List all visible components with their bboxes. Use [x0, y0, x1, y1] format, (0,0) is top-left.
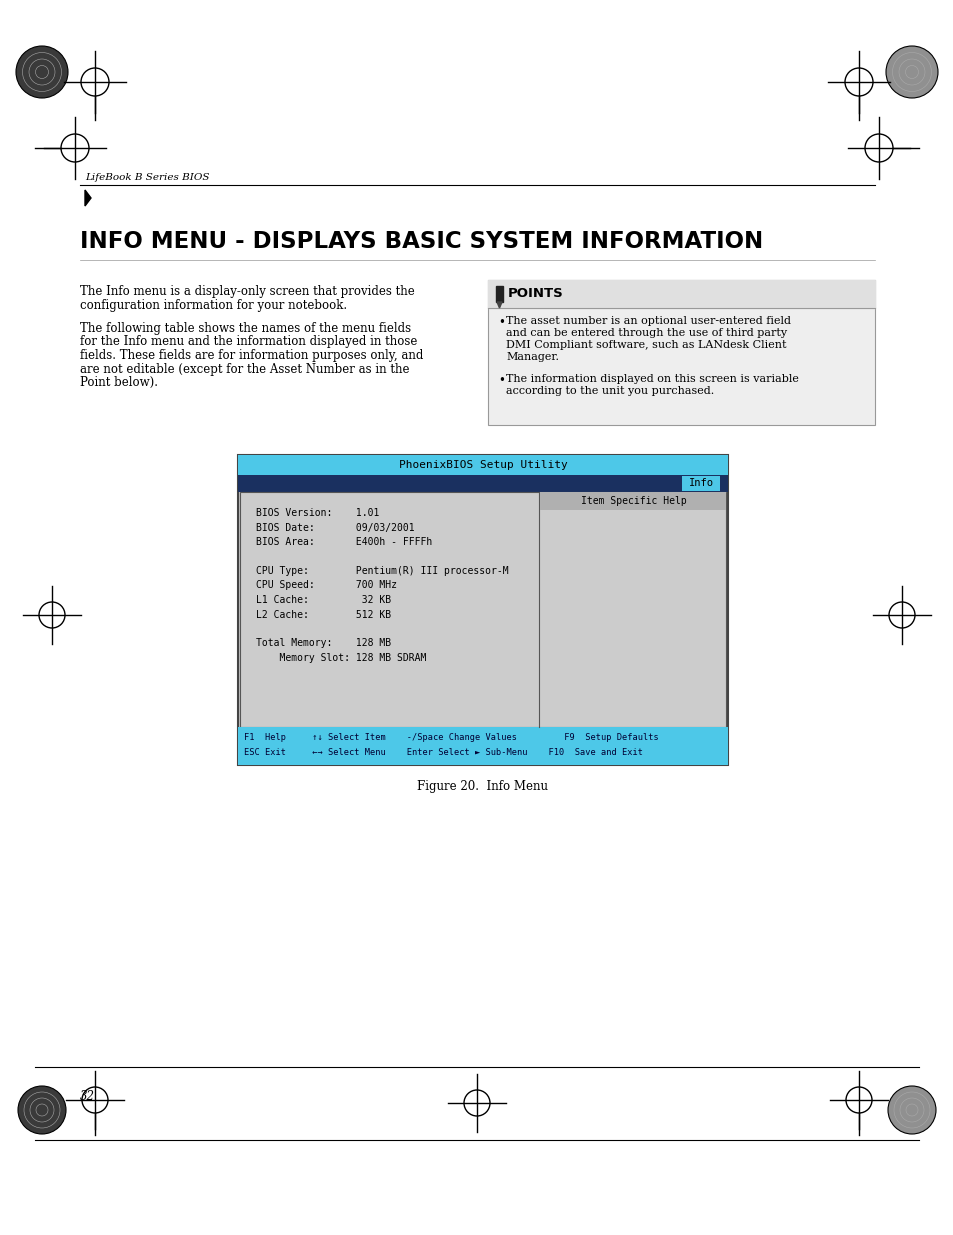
- Bar: [237, 475, 727, 492]
- Text: and can be entered through the use of third party: and can be entered through the use of th…: [505, 329, 786, 338]
- Polygon shape: [488, 280, 874, 308]
- Text: POINTS: POINTS: [507, 287, 563, 300]
- Text: LifeBook B Series BIOS: LifeBook B Series BIOS: [85, 173, 210, 182]
- Circle shape: [16, 46, 68, 98]
- Text: •: •: [497, 316, 504, 329]
- Text: fields. These fields are for information purposes only, and: fields. These fields are for information…: [80, 350, 423, 362]
- Bar: [681, 475, 720, 492]
- Circle shape: [18, 1086, 66, 1134]
- Text: Memory Slot: 128 MB SDRAM: Memory Slot: 128 MB SDRAM: [255, 653, 426, 663]
- Text: L1 Cache:         32 KB: L1 Cache: 32 KB: [255, 595, 391, 605]
- Text: 32: 32: [80, 1091, 95, 1103]
- Text: according to the unit you purchased.: according to the unit you purchased.: [505, 387, 714, 396]
- Text: F1  Help     ↑↓ Select Item    -/Space Change Values         F9  Setup Defaults: F1 Help ↑↓ Select Item -/Space Change Va…: [244, 734, 659, 742]
- Text: The following table shows the names of the menu fields: The following table shows the names of t…: [80, 322, 411, 335]
- Text: PhoenixBIOS Setup Utility: PhoenixBIOS Setup Utility: [398, 459, 567, 471]
- Bar: [237, 727, 727, 764]
- Text: INFO MENU - DISPLAYS BASIC SYSTEM INFORMATION: INFO MENU - DISPLAYS BASIC SYSTEM INFORM…: [80, 230, 762, 253]
- Polygon shape: [85, 190, 91, 206]
- Text: ESC Exit     ←→ Select Menu    Enter Select ► Sub-Menu    F10  Save and Exit: ESC Exit ←→ Select Menu Enter Select ► S…: [244, 748, 642, 757]
- Bar: [237, 454, 727, 475]
- Text: Manager.: Manager.: [505, 352, 558, 362]
- Text: Item Specific Help: Item Specific Help: [580, 496, 685, 506]
- Bar: [237, 454, 727, 764]
- Polygon shape: [497, 303, 501, 308]
- Text: for the Info menu and the information displayed in those: for the Info menu and the information di…: [80, 336, 417, 348]
- Text: L2 Cache:        512 KB: L2 Cache: 512 KB: [255, 610, 391, 620]
- Text: The information displayed on this screen is variable: The information displayed on this screen…: [505, 374, 798, 384]
- Circle shape: [885, 46, 937, 98]
- Text: Point below).: Point below).: [80, 375, 158, 389]
- Text: BIOS Area:       E400h - FFFFh: BIOS Area: E400h - FFFFh: [255, 537, 432, 547]
- Circle shape: [887, 1086, 935, 1134]
- Text: DMI Compliant software, such as LANdesk Client: DMI Compliant software, such as LANdesk …: [505, 340, 785, 350]
- Text: Info: Info: [688, 478, 713, 489]
- Text: Total Memory:    128 MB: Total Memory: 128 MB: [255, 638, 391, 648]
- Text: The asset number is an optional user-entered field: The asset number is an optional user-ent…: [505, 316, 790, 326]
- Text: CPU Type:        Pentium(R) III processor-M: CPU Type: Pentium(R) III processor-M: [255, 566, 508, 576]
- Text: BIOS Version:    1.01: BIOS Version: 1.01: [255, 508, 379, 517]
- Polygon shape: [496, 287, 502, 303]
- Text: Figure 20.  Info Menu: Figure 20. Info Menu: [417, 781, 548, 793]
- Text: configuration information for your notebook.: configuration information for your noteb…: [80, 299, 347, 311]
- Bar: [240, 492, 725, 727]
- FancyBboxPatch shape: [488, 280, 874, 425]
- Text: The Info menu is a display-only screen that provides the: The Info menu is a display-only screen t…: [80, 285, 415, 298]
- Text: •: •: [497, 374, 504, 387]
- Bar: [539, 492, 725, 510]
- Text: are not editable (except for the Asset Number as in the: are not editable (except for the Asset N…: [80, 363, 409, 375]
- Text: BIOS Date:       09/03/2001: BIOS Date: 09/03/2001: [255, 522, 415, 532]
- Text: CPU Speed:       700 MHz: CPU Speed: 700 MHz: [255, 580, 396, 590]
